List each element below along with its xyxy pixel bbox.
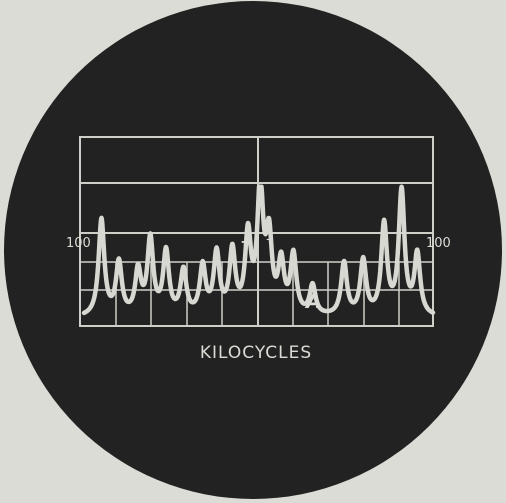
center-marker-plus: + bbox=[240, 232, 253, 251]
spectrum-peak-4 bbox=[148, 231, 153, 236]
spectrum-peak-12 bbox=[266, 216, 272, 221]
spectrum-peak-15 bbox=[310, 280, 315, 286]
peak-marks bbox=[99, 184, 420, 286]
spectrum-peak-14 bbox=[291, 247, 296, 252]
spectrum-peak-8 bbox=[214, 245, 219, 250]
spectrum-peak-7 bbox=[200, 258, 205, 264]
spectrum-peak-3 bbox=[135, 261, 141, 266]
right-scale-label: 100 bbox=[426, 236, 451, 251]
spectrum-trace bbox=[81, 184, 436, 316]
left-scale-label: 100 bbox=[66, 236, 91, 251]
spectrum-peak-13 bbox=[279, 249, 284, 254]
spectrum-peak-16 bbox=[341, 258, 347, 264]
spectrum-peak-1 bbox=[99, 215, 104, 221]
spectrum-peak-18 bbox=[381, 217, 387, 222]
spectrum-peak-10 bbox=[245, 220, 251, 226]
graticule-frame bbox=[79, 136, 434, 327]
spectrum-peak-2 bbox=[116, 256, 122, 261]
spectrum-peak-19 bbox=[399, 184, 404, 189]
spectrum-peak-6 bbox=[181, 264, 186, 269]
spectrum-peak-9 bbox=[230, 241, 235, 246]
spectrum-peak-5 bbox=[163, 244, 169, 250]
spectrum-peak-20 bbox=[415, 247, 420, 252]
center-marker-minus: - bbox=[266, 232, 271, 247]
annotation-label: A bbox=[304, 289, 321, 313]
spectrum-peak-11 bbox=[258, 184, 263, 189]
spectrum-peak-17 bbox=[361, 254, 366, 260]
x-axis-label: KILOCYCLES bbox=[200, 343, 312, 363]
